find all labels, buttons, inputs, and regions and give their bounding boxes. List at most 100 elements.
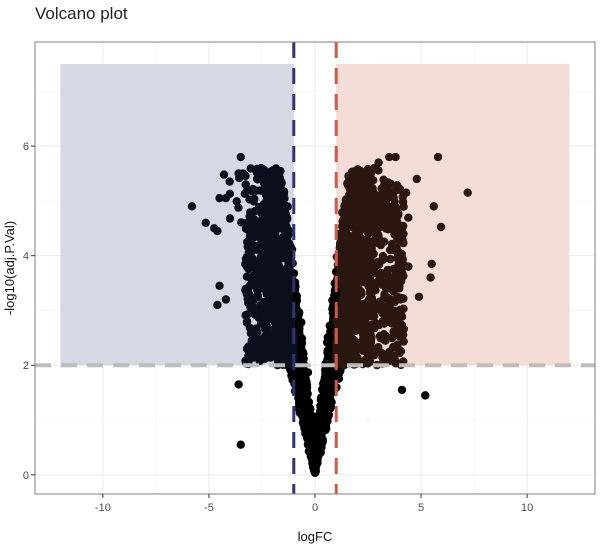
data-point: [371, 228, 380, 238]
data-point: [378, 251, 388, 261]
data-point: [265, 176, 275, 185]
data-point: [365, 288, 374, 297]
data-point: [370, 323, 379, 333]
data-point: [274, 344, 283, 353]
data-point: [271, 168, 280, 178]
data-point: [391, 152, 400, 162]
data-point: [277, 186, 287, 195]
data-point: [221, 295, 231, 304]
data-point: [259, 228, 269, 237]
data-point: [399, 304, 408, 313]
x-axis-title: logFC: [298, 529, 333, 544]
data-point: [279, 232, 288, 241]
data-point: [385, 220, 394, 229]
data-point: [382, 311, 392, 320]
y-tick-label: 2: [23, 360, 29, 372]
data-point: [273, 175, 282, 184]
data-point: [395, 252, 404, 261]
data-point: [371, 347, 381, 356]
data-point: [340, 238, 349, 248]
data-point: [433, 152, 443, 162]
data-point: [325, 382, 335, 391]
data-point: [372, 300, 382, 309]
data-point: [259, 307, 268, 316]
data-point: [316, 393, 326, 402]
data-point: [324, 393, 333, 402]
x-tick-label: -10: [95, 502, 111, 514]
data-point: [355, 243, 364, 252]
data-point: [234, 203, 243, 212]
data-point: [313, 437, 323, 446]
data-point: [426, 273, 435, 282]
data-point: [219, 170, 229, 179]
data-point: [262, 326, 271, 335]
data-point: [338, 356, 347, 365]
data-point: [363, 226, 372, 236]
data-point: [367, 246, 376, 255]
data-point: [215, 281, 224, 291]
data-point: [336, 244, 345, 253]
data-point: [379, 330, 389, 339]
y-tick-label: 4: [23, 251, 29, 263]
data-point: [366, 252, 376, 262]
data-point: [295, 372, 304, 382]
data-point: [271, 273, 280, 282]
data-point: [381, 283, 391, 293]
data-point: [315, 429, 325, 438]
data-point: [363, 183, 372, 192]
data-point: [387, 334, 397, 343]
data-point: [258, 336, 267, 345]
data-point: [234, 380, 243, 389]
data-point: [237, 218, 246, 227]
data-point: [277, 319, 287, 328]
data-point: [379, 182, 388, 191]
data-point: [248, 184, 257, 194]
y-axis-title: -log10(adj.P.Val): [2, 221, 17, 315]
data-point: [263, 211, 273, 220]
data-point: [399, 221, 408, 231]
data-point: [246, 164, 255, 173]
data-point: [266, 231, 275, 241]
data-point: [427, 259, 436, 269]
data-point: [386, 254, 395, 264]
data-point: [351, 269, 360, 278]
data-point: [421, 391, 430, 400]
data-point: [349, 321, 358, 330]
axis-ticks: -10 -5 0 5 10 0 2 4 6: [23, 141, 533, 514]
data-point: [376, 268, 386, 278]
data-point: [337, 254, 346, 263]
data-point: [372, 215, 382, 224]
data-point: [242, 237, 252, 247]
data-point: [404, 262, 413, 271]
data-point: [283, 251, 292, 260]
data-point: [374, 278, 384, 288]
data-point: [392, 230, 401, 239]
data-point: [252, 245, 262, 254]
data-point: [260, 315, 269, 325]
data-point: [337, 320, 347, 330]
chart-title: Volcano plot: [35, 4, 128, 23]
data-point: [348, 169, 358, 178]
data-point: [412, 174, 422, 184]
data-point: [387, 355, 396, 365]
data-point: [342, 232, 351, 241]
data-point: [361, 171, 370, 180]
data-point: [309, 446, 318, 455]
data-point: [377, 208, 387, 217]
data-point: [274, 293, 283, 303]
data-point: [365, 270, 374, 279]
data-point: [254, 220, 263, 230]
data-point: [241, 259, 250, 269]
data-point: [250, 194, 259, 203]
data-point: [317, 421, 327, 430]
data-point: [302, 419, 312, 429]
data-point: [349, 279, 358, 288]
data-point: [299, 379, 309, 388]
data-point: [337, 313, 346, 322]
data-point: [296, 356, 305, 365]
data-point: [361, 240, 371, 249]
data-point: [361, 305, 371, 314]
data-point: [394, 344, 403, 354]
data-point: [311, 464, 320, 473]
data-point: [339, 293, 348, 303]
